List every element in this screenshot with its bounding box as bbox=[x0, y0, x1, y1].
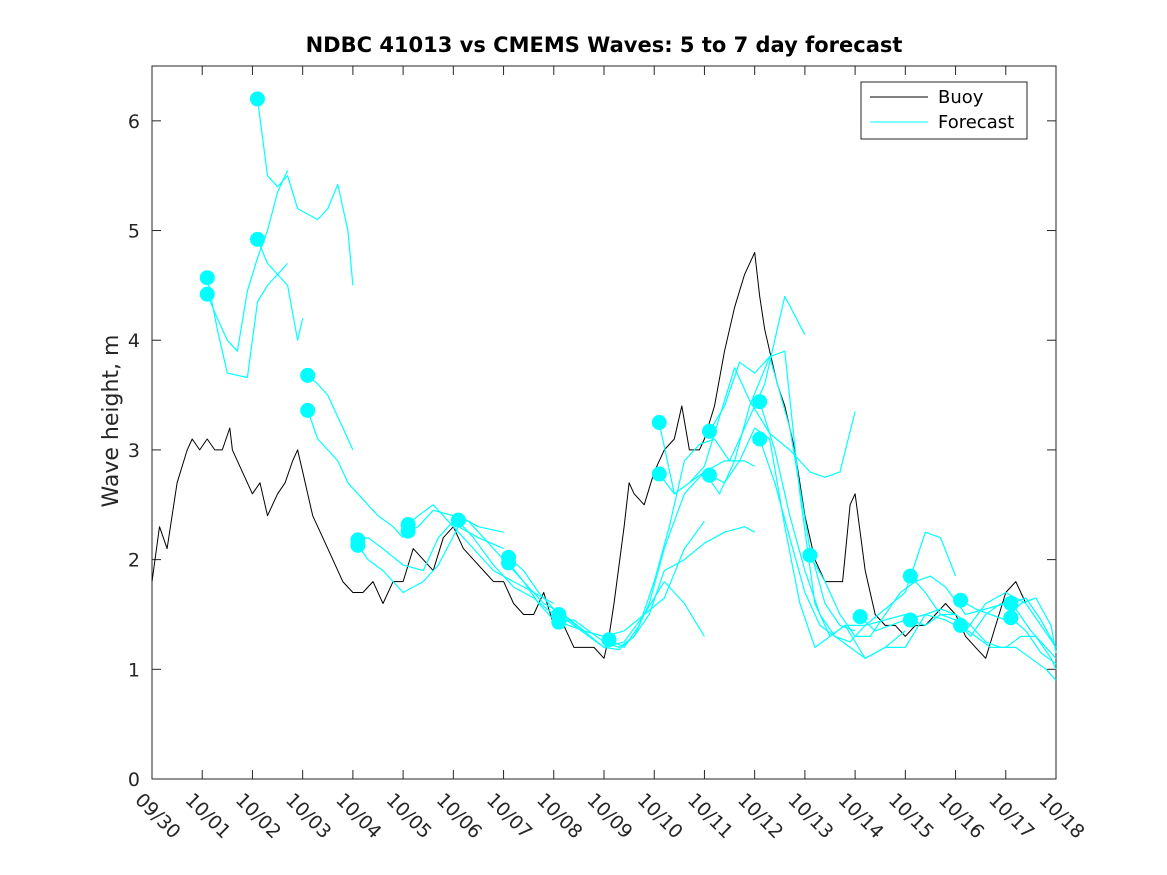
forecast-line bbox=[658, 356, 856, 632]
plot-area: 012345609/3010/0110/0210/0310/0410/0510/… bbox=[128, 65, 1089, 843]
forecast-start-marker bbox=[752, 431, 768, 447]
forecast-line bbox=[558, 460, 755, 649]
x-tick-label: 10/10 bbox=[633, 789, 687, 843]
x-tick-label: 10/09 bbox=[582, 789, 636, 843]
forecast-start-marker bbox=[752, 394, 768, 410]
x-tick-label: 10/17 bbox=[984, 789, 1038, 843]
x-tick-label: 10/04 bbox=[331, 789, 385, 843]
y-tick-label: 0 bbox=[128, 769, 140, 791]
forecast-line bbox=[256, 239, 304, 341]
forecast-line bbox=[206, 169, 289, 352]
x-tick-label: 10/12 bbox=[733, 789, 787, 843]
y-tick-label: 1 bbox=[128, 659, 140, 681]
forecast-start-marker bbox=[1003, 595, 1019, 611]
forecast-line bbox=[357, 515, 504, 572]
forecast-line bbox=[508, 562, 705, 649]
forecast-line bbox=[1010, 617, 1057, 665]
x-tick-label: 09/30 bbox=[130, 789, 184, 843]
forecast-start-marker bbox=[953, 617, 969, 633]
forecast-line bbox=[256, 98, 354, 286]
forecast-line bbox=[1010, 597, 1057, 648]
forecast-start-marker bbox=[501, 555, 517, 571]
forecast-start-marker bbox=[249, 231, 265, 247]
forecast-start-marker bbox=[199, 270, 215, 286]
forecast-start-marker bbox=[651, 466, 667, 482]
forecast-start-marker bbox=[701, 467, 717, 483]
forecast-start-marker bbox=[651, 415, 667, 430]
forecast-start-marker bbox=[199, 286, 215, 302]
x-tick-label: 10/14 bbox=[834, 789, 888, 843]
forecast-line bbox=[608, 295, 806, 649]
forecast-line bbox=[307, 374, 354, 451]
x-tick-label: 10/01 bbox=[181, 789, 235, 843]
legend: Buoy Forecast bbox=[860, 81, 1028, 140]
forecast-line bbox=[357, 526, 504, 594]
x-tick-label: 10/07 bbox=[482, 789, 536, 843]
forecast-line bbox=[558, 526, 755, 651]
forecast-line bbox=[508, 520, 705, 638]
y-axis-label: Wave height, m bbox=[99, 335, 124, 508]
forecast-line bbox=[307, 410, 404, 539]
x-tick-label: 10/11 bbox=[683, 789, 737, 843]
forecast-start-marker bbox=[300, 402, 316, 418]
legend-forecast-label: Forecast bbox=[938, 112, 1014, 133]
axes-box bbox=[151, 65, 1057, 780]
forecast-line bbox=[206, 262, 289, 379]
forecast-start-marker bbox=[450, 512, 466, 528]
buoy-line bbox=[151, 252, 1027, 659]
forecast-start-marker bbox=[249, 91, 265, 107]
forecast-start-marker bbox=[852, 609, 868, 625]
forecast-line bbox=[809, 554, 1006, 638]
forecast-start-marker bbox=[902, 568, 918, 584]
x-tick-label: 10/03 bbox=[281, 789, 335, 843]
x-tick-label: 10/13 bbox=[783, 789, 837, 843]
forecast-start-marker bbox=[802, 547, 818, 563]
forecast-start-marker bbox=[1003, 610, 1019, 626]
forecast-line bbox=[960, 624, 1057, 670]
forecast-start-marker bbox=[902, 612, 918, 628]
legend-box bbox=[860, 81, 1028, 140]
x-tick-label: 10/18 bbox=[1034, 789, 1088, 843]
x-tick-label: 10/16 bbox=[934, 789, 988, 843]
x-tick-label: 10/08 bbox=[532, 789, 586, 843]
forecast-start-marker bbox=[601, 632, 617, 648]
y-tick-label: 2 bbox=[128, 550, 140, 572]
chart-title: NDBC 41013 vs CMEMS Waves: 5 to 7 day fo… bbox=[306, 33, 903, 57]
x-tick-label: 10/05 bbox=[382, 789, 436, 843]
forecast-line bbox=[910, 613, 1057, 681]
forecast-start-marker bbox=[551, 614, 567, 630]
y-tick-label: 3 bbox=[128, 440, 140, 462]
x-tick-label: 10/02 bbox=[231, 789, 285, 843]
forecast-start-marker bbox=[350, 537, 366, 553]
y-tick-label: 4 bbox=[128, 330, 140, 352]
x-tick-label: 10/15 bbox=[884, 789, 938, 843]
forecast-start-marker bbox=[953, 592, 969, 608]
legend-buoy-label: Buoy bbox=[938, 87, 984, 108]
y-tick-label: 5 bbox=[128, 221, 140, 243]
forecast-line bbox=[407, 509, 555, 615]
y-tick-label: 6 bbox=[128, 111, 140, 133]
forecast-line bbox=[407, 504, 555, 605]
forecast-line bbox=[759, 401, 957, 643]
x-tick-label: 10/06 bbox=[432, 789, 486, 843]
forecast-start-marker bbox=[701, 423, 717, 439]
forecast-start-marker bbox=[300, 367, 316, 383]
forecast-start-marker bbox=[400, 523, 416, 539]
